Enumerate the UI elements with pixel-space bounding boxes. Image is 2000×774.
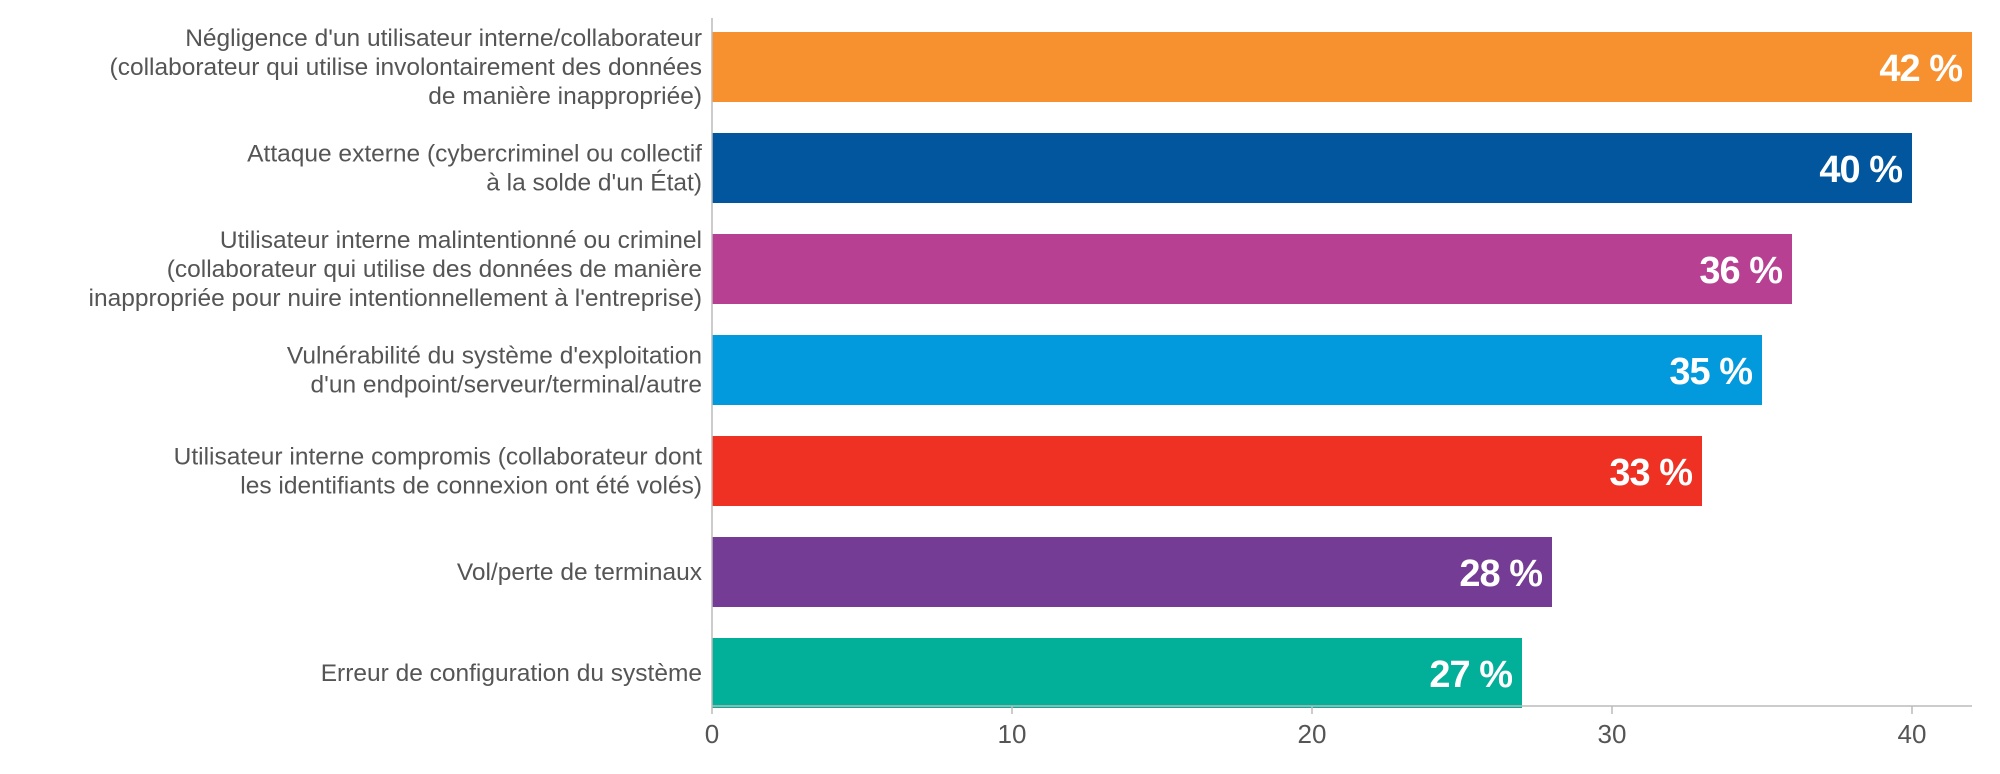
value-label-6: 28 % (1459, 553, 1542, 595)
value-label-1: 42 % (1879, 48, 1962, 90)
x-axis-ticks-group: 0 10 20 30 40 (705, 706, 1927, 749)
category-label-3: Utilisateur interne malintentionné ou cr… (89, 227, 702, 312)
value-label-3: 36 % (1699, 250, 1782, 292)
bar-4 (712, 335, 1762, 405)
value-label-4: 35 % (1669, 351, 1752, 393)
category-label-line: Utilisateur interne compromis (collabora… (174, 444, 703, 471)
category-label-line: à la solde d'un État) (486, 170, 702, 197)
value-label-2: 40 % (1819, 149, 1902, 191)
category-label-line: Attaque externe (cybercriminel ou collec… (247, 141, 702, 168)
x-tick-label: 20 (1298, 719, 1327, 749)
bar-7 (712, 638, 1522, 708)
category-label-4: Vulnérabilité du système d'exploitation d… (287, 343, 702, 399)
category-label-line: Erreur de configuration du système (321, 660, 702, 687)
bar-1 (712, 32, 1972, 102)
category-label-line: (collaborateur qui utilise des données d… (167, 256, 702, 283)
value-label-7: 27 % (1429, 654, 1512, 696)
x-tick-label: 0 (705, 719, 719, 749)
bar-5 (712, 436, 1702, 506)
value-label-5: 33 % (1609, 452, 1692, 494)
category-label-line: Vulnérabilité du système d'exploitation (287, 343, 702, 370)
category-label-line: (collaborateur qui utilise involontairem… (110, 54, 702, 81)
x-tick-label: 10 (998, 719, 1027, 749)
category-labels-group: Négligence d'un utilisateur interne/coll… (89, 25, 703, 687)
category-label-line: Utilisateur interne malintentionné ou cr… (220, 227, 702, 254)
category-label-line: les identifiants de connexion ont été vo… (240, 473, 702, 500)
category-label-line: inappropriée pour nuire intentionnelleme… (89, 285, 702, 312)
x-tick-label: 40 (1898, 719, 1927, 749)
category-label-1: Négligence d'un utilisateur interne/coll… (110, 25, 702, 110)
bar-2 (712, 133, 1912, 203)
category-label-6: Vol/perte de terminaux (457, 559, 702, 586)
category-label-7: Erreur de configuration du système (321, 660, 702, 687)
bars-group (712, 32, 1972, 708)
category-label-line: d'un endpoint/serveur/terminal/autre (311, 372, 702, 399)
category-label-line: de manière inappropriée) (428, 83, 702, 110)
x-tick-label: 30 (1598, 719, 1627, 749)
bar-6 (712, 537, 1552, 607)
category-label-2: Attaque externe (cybercriminel ou collec… (247, 141, 702, 197)
category-label-line: Vol/perte de terminaux (457, 559, 702, 586)
category-label-5: Utilisateur interne compromis (collabora… (174, 444, 703, 500)
bar-3 (712, 234, 1792, 304)
value-labels-group: 42 % 40 % 36 % 35 % 33 % 28 % 27 % (1429, 48, 1963, 696)
category-label-line: Négligence d'un utilisateur interne/coll… (185, 25, 702, 52)
